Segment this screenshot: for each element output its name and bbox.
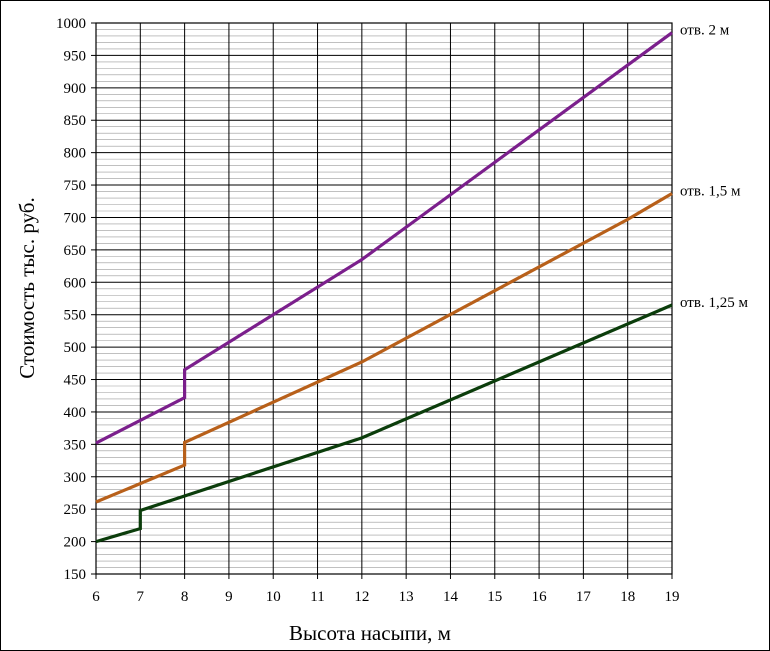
x-tick-label: 8 bbox=[181, 589, 189, 605]
y-axis-title: Стоимость тыс. руб. bbox=[15, 197, 39, 379]
x-tick-label: 14 bbox=[443, 589, 459, 605]
x-tick-label: 9 bbox=[225, 589, 233, 605]
x-tick-label: 16 bbox=[532, 589, 548, 605]
y-tick-label: 350 bbox=[64, 437, 87, 453]
series-label-2: отв. 1,5 м bbox=[680, 183, 741, 199]
y-tick-label: 550 bbox=[64, 308, 87, 324]
series-line-2 bbox=[95, 192, 673, 504]
series-lines bbox=[95, 31, 673, 544]
x-tick-label: 12 bbox=[354, 589, 369, 605]
x-tick-label: 11 bbox=[310, 589, 324, 605]
x-tick-label: 13 bbox=[399, 589, 414, 605]
series-labels: отв. 2 м отв. 1,5 м отв. 1,25 м bbox=[680, 23, 748, 311]
y-tick-labels: 150 200 250 300 350 400 450 500 550 600 650 700 750 8… bbox=[56, 16, 86, 583]
x-tick-label: 19 bbox=[665, 589, 680, 605]
series-label-1: отв. 2 м bbox=[680, 23, 730, 39]
y-tick-label: 300 bbox=[64, 470, 87, 486]
y-tick-label: 450 bbox=[64, 373, 87, 389]
series-label-3: отв. 1,25 м bbox=[680, 295, 748, 311]
major-grid bbox=[91, 22, 673, 579]
y-tick-label: 200 bbox=[64, 535, 87, 551]
y-tick-label: 400 bbox=[64, 405, 87, 421]
series-line-3 bbox=[95, 303, 673, 544]
plot-area-border bbox=[95, 22, 673, 575]
minor-grid bbox=[96, 29, 672, 568]
x-tick-label: 15 bbox=[487, 589, 502, 605]
y-tick-label: 150 bbox=[64, 567, 87, 583]
y-tick-label: 500 bbox=[64, 340, 87, 356]
y-tick-label: 900 bbox=[64, 81, 87, 97]
x-tick-label: 10 bbox=[266, 589, 281, 605]
x-tick-labels: 6 7 8 9 10 11 12 13 14 15 16 17 18 19 bbox=[92, 589, 679, 605]
y-tick-label: 800 bbox=[64, 146, 87, 162]
x-tick-label: 6 bbox=[92, 589, 100, 605]
y-tick-label: 1000 bbox=[56, 16, 86, 32]
y-tick-label: 600 bbox=[64, 275, 87, 291]
x-tick-label: 7 bbox=[137, 589, 145, 605]
y-tick-label: 750 bbox=[64, 178, 87, 194]
x-axis-title: Высота насыпи, м bbox=[289, 621, 451, 645]
y-tick-label: 250 bbox=[64, 502, 87, 518]
y-tick-label: 850 bbox=[64, 113, 87, 129]
x-tick-label: 17 bbox=[576, 589, 592, 605]
y-tick-label: 650 bbox=[64, 243, 87, 259]
y-tick-label: 950 bbox=[64, 48, 87, 64]
x-tick-label: 18 bbox=[620, 589, 635, 605]
y-tick-label: 700 bbox=[64, 210, 87, 226]
series-line-1 bbox=[95, 31, 673, 445]
